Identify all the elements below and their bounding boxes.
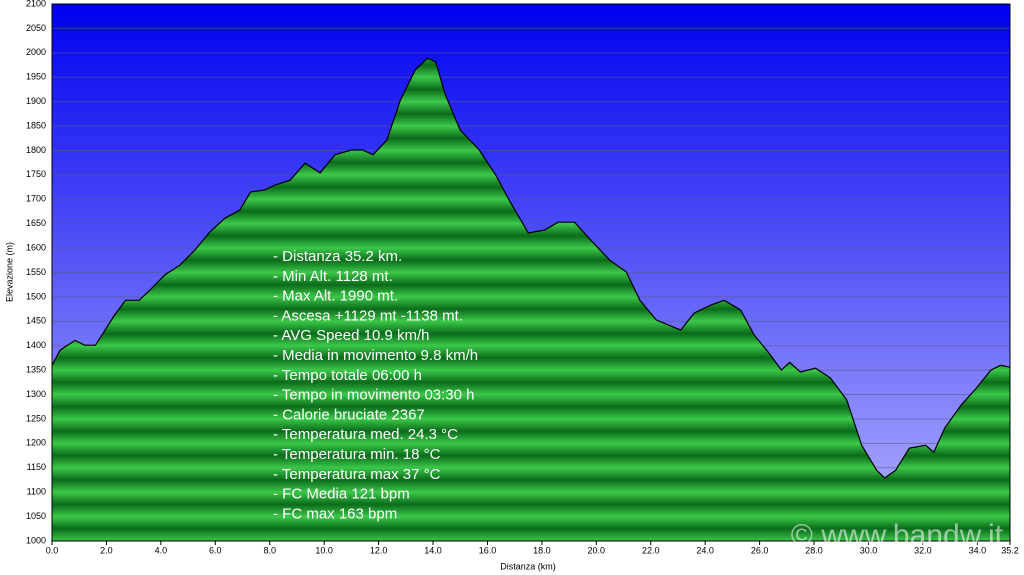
x-tick-label: 24.0 [696, 545, 714, 555]
x-tick-label: 2.0 [100, 545, 113, 555]
stats-line: - Calorie bruciate 2367 [273, 406, 425, 423]
x-tick-label: 30.0 [860, 545, 878, 555]
stats-line: - Max Alt. 1990 mt. [273, 288, 398, 305]
stats-line: - Tempo totale 06:00 h [273, 367, 422, 384]
y-tick-label: 1150 [27, 462, 46, 472]
y-tick-label: 1300 [26, 389, 46, 399]
x-tick-label: 22.0 [642, 545, 660, 555]
x-tick-label: 34.0 [969, 545, 987, 555]
x-tick-label: 35.2 [1001, 545, 1019, 555]
y-tick-label: 1950 [26, 72, 46, 82]
y-tick-label: 1700 [26, 194, 46, 204]
y-tick-label: 1850 [26, 120, 46, 130]
x-tick-label: 10.0 [315, 545, 333, 555]
y-tick-label: 1600 [26, 242, 46, 252]
elevation-line [52, 57, 1010, 479]
x-tick-label: 16.0 [479, 545, 497, 555]
y-tick-label: 1250 [26, 413, 46, 423]
y-tick-label: 1050 [26, 511, 46, 521]
watermark: © www.bandw.it [791, 519, 1004, 552]
y-tick-label: 1100 [27, 487, 46, 497]
y-tick-label: 1500 [26, 291, 46, 301]
x-tick-label: 4.0 [155, 545, 168, 555]
y-tick-label: 1800 [26, 145, 46, 155]
y-tick-label: 1750 [26, 169, 46, 179]
x-tick-label: 6.0 [209, 545, 222, 555]
x-tick-label: 0.0 [46, 545, 59, 555]
stats-line: - AVG Speed 10.9 km/h [273, 327, 429, 344]
y-tick-label: 1900 [26, 96, 46, 106]
stats-line: - Temperatura max 37 °C [273, 466, 441, 483]
y-tick-label: 1000 [26, 535, 46, 545]
x-tick-label: 20.0 [588, 545, 606, 555]
x-tick-label: 8.0 [263, 545, 276, 555]
x-tick-label: 28.0 [805, 545, 823, 555]
x-tick-label: 14.0 [424, 545, 442, 555]
plot-frame [51, 3, 1011, 542]
stats-line: - FC max 163 bpm [273, 505, 397, 522]
y-tick-label: 1450 [26, 316, 46, 326]
x-axis-label: Distanza (km) [500, 561, 556, 571]
y-tick-label: 2100 [26, 0, 46, 8]
stats-line: - Temperatura med. 24.3 °C [273, 426, 458, 443]
y-tick-label: 1550 [26, 267, 46, 277]
stats-line: - Temperatura min. 18 °C [273, 446, 441, 463]
x-tick-label: 12.0 [370, 545, 388, 555]
x-tick-label: 26.0 [751, 545, 769, 555]
stats-line: - Tempo in movimento 03:30 h [273, 387, 475, 404]
stats-line: - Distanza 35.2 km. [273, 248, 402, 265]
y-axis-label: Elevazione (m) [4, 242, 14, 302]
y-tick-label: 1350 [26, 365, 46, 375]
x-tick-label: 32.0 [914, 545, 932, 555]
stats-line: - Min Alt. 1128 mt. [273, 268, 393, 285]
y-tick-label: 2000 [26, 47, 46, 57]
y-tick-label: 2050 [26, 23, 46, 33]
stats-line: - Media in movimento 9.8 km/h [273, 347, 478, 364]
stats-line: - Ascesa +1129 mt -1138 mt. [273, 307, 463, 324]
y-tick-label: 1200 [26, 438, 46, 448]
y-tick-label: 1650 [26, 218, 46, 228]
y-tick-label: 1400 [26, 340, 46, 350]
stats-line: - FC Media 121 bpm [273, 486, 410, 503]
x-tick-label: 18.0 [533, 545, 551, 555]
